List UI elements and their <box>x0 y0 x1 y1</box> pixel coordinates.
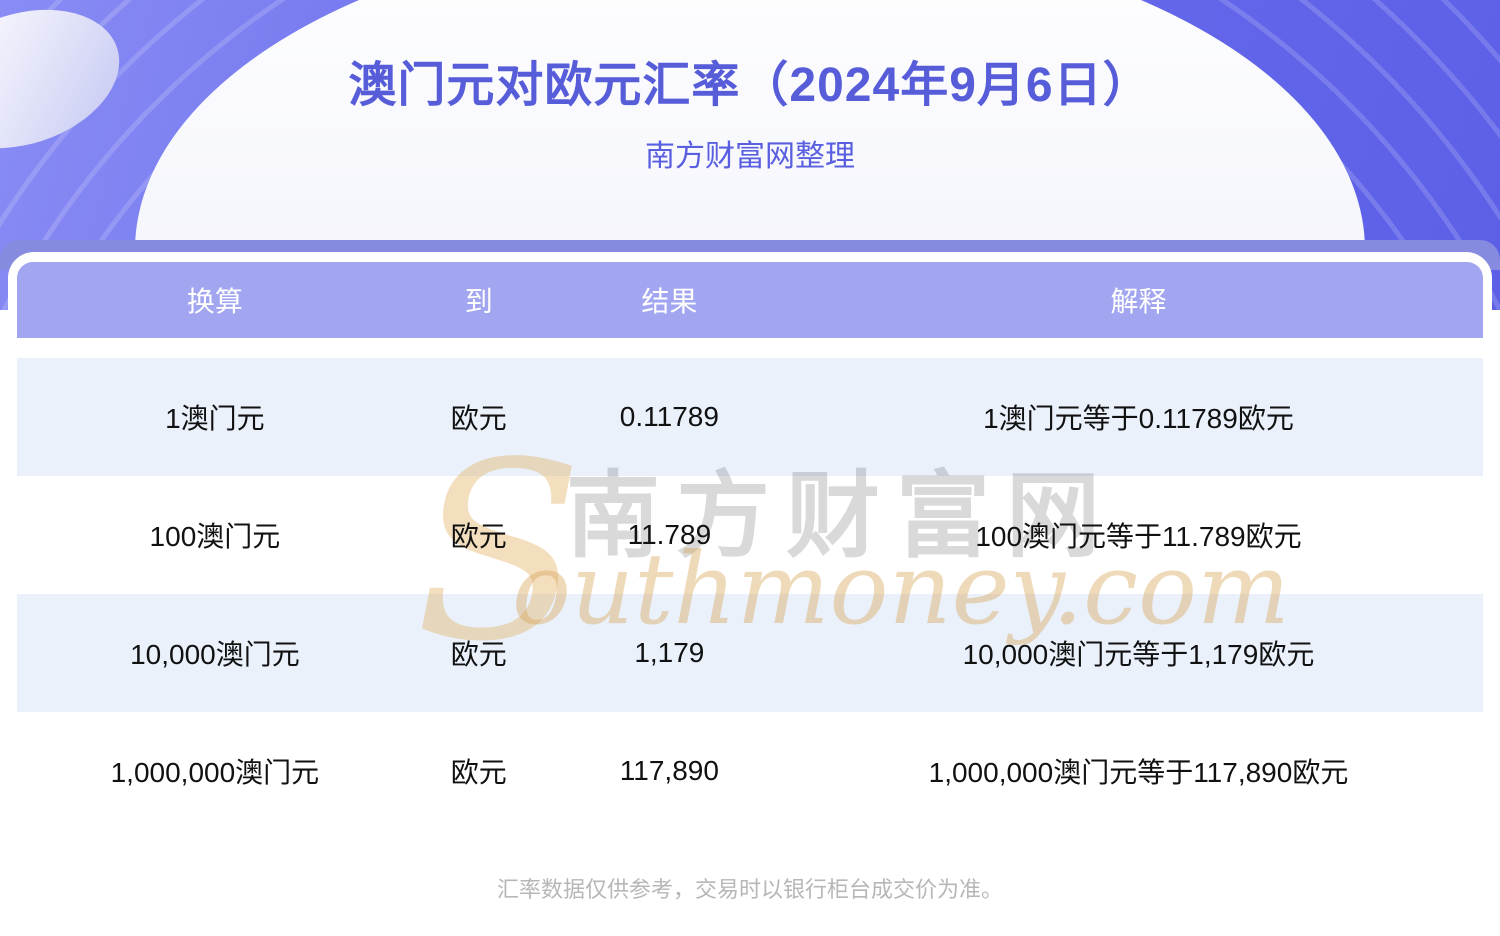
column-header-result: 结果 <box>641 286 698 317</box>
cell-amount: 100澳门元 <box>149 521 281 552</box>
cell-explanation: 1澳门元等于0.11789欧元 <box>983 403 1294 434</box>
column-header-explanation: 解释 <box>1110 286 1167 317</box>
table-header-row: 换算 到 结果 解释 <box>17 262 1483 338</box>
hero-banner: 澳门元对欧元汇率（2024年9月6日） 南方财富网整理 <box>0 0 1500 310</box>
cell-explanation: 100澳门元等于11.789欧元 <box>975 521 1302 552</box>
cell-currency: 欧元 <box>450 639 507 670</box>
cell-amount: 10,000澳门元 <box>130 639 300 670</box>
cell-explanation: 1,000,000澳门元等于117,890欧元 <box>928 757 1349 788</box>
table-row: 100澳门元 欧元 11.789 100澳门元等于11.789欧元 <box>17 476 1483 594</box>
column-header-to: 到 <box>464 286 493 317</box>
table-body: 1澳门元 欧元 0.11789 1澳门元等于0.11789欧元 100澳门元 欧… <box>17 358 1483 830</box>
cell-currency: 欧元 <box>450 403 507 434</box>
column-header-convert: 换算 <box>186 286 243 317</box>
cell-result: 1,179 <box>634 637 705 668</box>
cell-currency: 欧元 <box>450 757 507 788</box>
cell-result: 11.789 <box>627 519 712 550</box>
cell-result: 117,890 <box>619 755 719 786</box>
cell-result: 0.11789 <box>619 401 719 432</box>
cell-amount: 1,000,000澳门元 <box>110 757 320 788</box>
page-subtitle: 南方财富网整理 <box>645 140 855 173</box>
disclaimer-text: 汇率数据仅供参考，交易时以银行柜台成交价为准。 <box>496 877 1003 902</box>
table-row: 1,000,000澳门元 欧元 117,890 1,000,000澳门元等于11… <box>17 712 1483 830</box>
exchange-rate-card: 换算 到 结果 解释 1澳门元 欧元 0.11789 1澳门元等于0.11789… <box>8 252 1492 936</box>
cell-amount: 1澳门元 <box>165 403 265 434</box>
cell-explanation: 10,000澳门元等于1,179欧元 <box>962 639 1315 670</box>
cell-currency: 欧元 <box>450 521 507 552</box>
table-row: 10,000澳门元 欧元 1,179 10,000澳门元等于1,179欧元 <box>17 594 1483 712</box>
table-row: 1澳门元 欧元 0.11789 1澳门元等于0.11789欧元 <box>17 358 1483 476</box>
page-title: 澳门元对欧元汇率（2024年9月6日） <box>348 59 1152 112</box>
